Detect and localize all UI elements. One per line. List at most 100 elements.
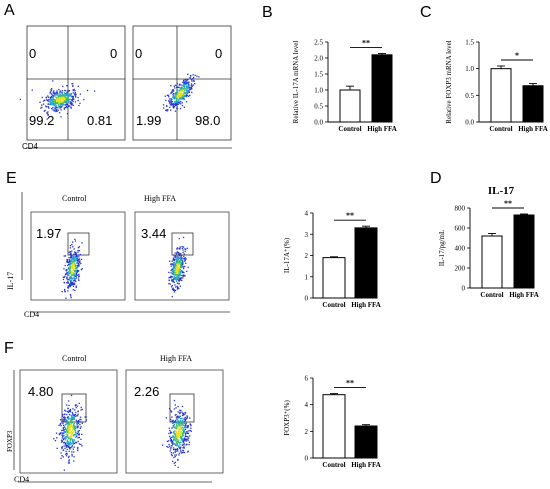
flow-event-dot — [180, 256, 182, 258]
flow-event-dot — [175, 96, 177, 99]
flow-event-dot — [187, 266, 189, 268]
flow-event-dot — [67, 441, 70, 443]
flow-event-dot — [177, 277, 179, 279]
flow-event-dot — [52, 109, 54, 111]
flow-event-dot — [78, 270, 80, 272]
flow-event-dot — [198, 76, 200, 78]
flow-event-dot — [182, 451, 184, 454]
flow-event-dot — [173, 85, 175, 87]
flow-event-dot — [74, 253, 77, 255]
flow-event-dot — [70, 280, 72, 283]
chart-d-ytick-label: 0 — [462, 285, 466, 293]
flow-event-dot — [172, 270, 174, 272]
flow-event-dot — [69, 268, 71, 270]
flow-event-dot — [176, 260, 178, 262]
flow-event-dot — [74, 263, 76, 265]
flow-event-dot — [75, 258, 77, 261]
flow-event-dot — [72, 418, 74, 421]
flow-event-dot — [64, 437, 66, 439]
flow-event-dot — [45, 106, 47, 108]
chart-b-ytick-label: 0.0 — [314, 119, 323, 127]
flow-event-dot — [77, 278, 80, 280]
flow-event-dot — [71, 451, 73, 453]
flow-event-dot — [177, 432, 180, 434]
flow-event-dot — [186, 427, 188, 429]
flow-event-dot — [62, 419, 64, 421]
flow-event-dot — [182, 263, 184, 265]
panel-e-flow-plots: Control High FFA 1.97 3.44 IL-17 CD4 — [0, 170, 260, 340]
flow-event-dot — [71, 427, 74, 429]
flow-event-dot — [176, 263, 178, 265]
flow-event-dot — [69, 437, 72, 440]
flow-event-dot — [72, 416, 74, 418]
flow-event-dot — [70, 422, 72, 424]
flow-event-dot — [68, 422, 70, 424]
flow-event-dot — [66, 439, 69, 441]
flow-event-dot — [77, 99, 79, 102]
flow-event-dot — [172, 272, 174, 274]
flow-event-dot — [183, 267, 185, 270]
flow-event-dot — [52, 80, 54, 82]
flow-event-dot — [71, 439, 73, 441]
flow-event-dot — [175, 419, 177, 421]
flow-event-dot — [178, 253, 181, 256]
flow-event-dot — [176, 262, 179, 264]
chart-b-ytick-label: 2.0 — [314, 55, 323, 63]
flow-event-dot — [172, 105, 174, 107]
flow-event-dot — [72, 264, 75, 267]
flow-event-dot — [175, 425, 178, 427]
flow-event-dot — [172, 265, 175, 267]
flow-event-dot — [174, 448, 176, 450]
flow-event-dot — [59, 96, 61, 98]
flow-event-dot — [67, 259, 69, 261]
flow-event-dot — [171, 440, 173, 442]
flow-event-dot — [55, 105, 58, 107]
flow-event-dot — [183, 79, 185, 81]
flow-event-dot — [184, 432, 186, 434]
flow-event-dot — [189, 86, 191, 89]
flow-event-dot — [58, 88, 60, 91]
flow-event-dot — [71, 244, 73, 246]
flow-event-dot — [176, 442, 178, 444]
flow-event-dot — [169, 98, 171, 100]
flow-event-dot — [74, 429, 76, 431]
flow-event-dot — [60, 103, 62, 105]
flow-event-dot — [71, 259, 73, 261]
flow-event-dot — [186, 443, 188, 446]
flow-event-dot — [191, 79, 193, 81]
panel-label-f: F — [4, 340, 14, 357]
a1-quadrant-ul: 0 — [29, 46, 37, 61]
flow-event-dot — [175, 255, 177, 257]
flow-event-dot — [61, 94, 64, 97]
flow-event-dot — [75, 411, 77, 414]
flow-event-dot — [75, 260, 77, 262]
flow-event-dot — [71, 264, 73, 266]
flow-event-dot — [176, 440, 178, 442]
flow-event-dot — [177, 263, 179, 266]
flow-event-dot — [70, 295, 72, 297]
flow-event-dot — [179, 278, 181, 280]
flow-event-dot — [71, 444, 73, 447]
flow-event-dot — [179, 87, 181, 89]
flow-event-dot — [174, 273, 177, 275]
flow-event-dot — [63, 107, 65, 109]
flow-event-dot — [68, 443, 71, 445]
flow-event-dot — [70, 255, 72, 257]
flow-event-dot — [53, 103, 55, 105]
flow-event-dot — [183, 98, 185, 100]
flow-event-dot — [186, 83, 188, 85]
flow-event-dot — [175, 276, 178, 279]
flow-event-dot — [180, 86, 183, 89]
flow-event-dot — [66, 410, 69, 413]
flow-event-dot — [178, 454, 180, 456]
flow-event-dot — [175, 267, 177, 269]
flow-event-dot — [184, 94, 187, 97]
flow-event-dot — [168, 100, 170, 102]
flow-event-dot — [177, 92, 179, 94]
flow-event-dot — [69, 285, 71, 287]
flow-event-dot — [182, 423, 184, 425]
flow-event-dot — [175, 274, 177, 277]
flow-event-dot — [174, 102, 176, 104]
flow-quadrant-plots-svg — [19, 25, 232, 149]
flow-event-dot — [175, 448, 178, 450]
